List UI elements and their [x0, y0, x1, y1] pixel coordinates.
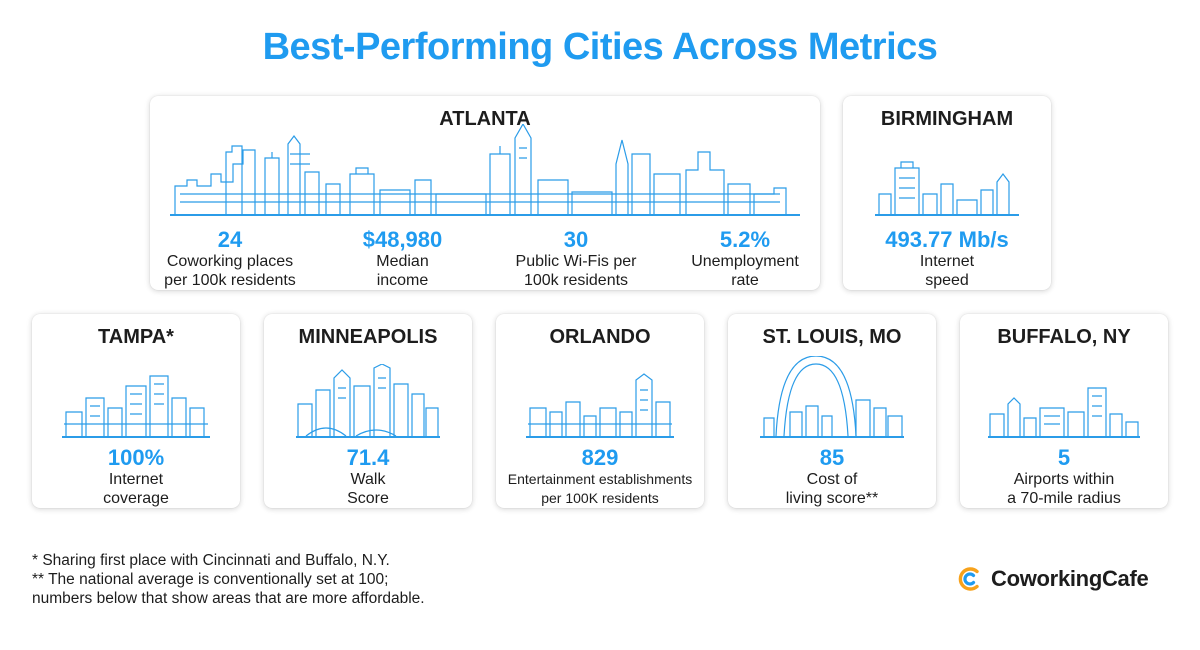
skyline-tampa-icon [62, 368, 210, 440]
metric-label-line1: Coworking places [166, 253, 294, 270]
metric-label-line2: income [376, 272, 429, 289]
metric-airports: 5 Airports within a 70-mile radius [960, 446, 1168, 508]
metric-label-line1: Internet [108, 471, 164, 488]
footnote-3: numbers below that show areas that are m… [32, 590, 425, 607]
brand-logo: CoworkingCafe [957, 566, 1149, 592]
metric-internet-speed: 493.77 Mb/s Internet speed [843, 228, 1051, 290]
city-name-birmingham: BIRMINGHAM [880, 108, 1014, 130]
skyline-st-louis-icon [760, 356, 904, 440]
skyline-buffalo-icon [988, 378, 1140, 440]
metric-unemployment-rate: 5.2% Unemployment rate [670, 228, 820, 290]
skyline-orlando-icon [526, 372, 674, 440]
card-minneapolis: MINNEAPOLIS 71.4 Walk Score [264, 314, 472, 508]
metric-label-line2: per 100K residents [541, 490, 659, 506]
skyline-birmingham-icon [875, 154, 1019, 218]
city-name-st-louis: ST. LOUIS, MO [762, 326, 902, 348]
metric-label-line2: Score [347, 490, 389, 507]
metric-label-line2: coverage [103, 490, 169, 507]
skyline-minneapolis-icon [296, 364, 440, 440]
metric-walk-score: 71.4 Walk Score [264, 446, 472, 508]
metric-label-line2: per 100k residents [164, 272, 296, 289]
metric-internet-coverage: 100% Internet coverage [32, 446, 240, 508]
city-name-buffalo: BUFFALO, NY [997, 326, 1131, 348]
card-atlanta: ATLANTA [150, 96, 820, 290]
footnote-2: ** The national average is conventionall… [32, 571, 389, 588]
metric-entertainment-establishments: 829 Entertainment establishments per 100… [496, 446, 704, 508]
brand-name: CoworkingCafe [991, 566, 1149, 591]
page-title: Best-Performing Cities Across Metrics [262, 26, 938, 68]
metric-label-line2: living score** [785, 490, 879, 507]
metric-label-line1: Entertainment establishments [507, 471, 693, 487]
city-name-tampa: TAMPA* [98, 326, 174, 348]
metric-label-line2: a 70-mile radius [1007, 490, 1121, 507]
metric-value: 829 [581, 445, 619, 470]
card-orlando: ORLANDO 829 Entertainment establishments… [496, 314, 704, 508]
coworkingcafe-logo-icon [957, 566, 983, 592]
metric-value: 100% [107, 445, 165, 470]
city-name-atlanta: ATLANTA [439, 108, 531, 130]
metric-public-wifis: 30 Public Wi-Fis per 100k residents [496, 228, 656, 290]
skyline-atlanta-icon [170, 124, 800, 218]
metric-value: 71.4 [346, 445, 390, 470]
card-birmingham: BIRMINGHAM 493.77 Mb/s Internet speed [843, 96, 1051, 290]
metric-label-line1: Public Wi-Fis per [515, 253, 637, 270]
metric-median-income: $48,980 Median income [330, 228, 475, 290]
metric-coworking-places: 24 Coworking places per 100k residents [150, 228, 310, 290]
metric-label-line1: Airports within [1013, 471, 1115, 488]
metric-label-line1: Internet [919, 253, 975, 270]
metric-label-line1: Walk [350, 471, 386, 488]
metric-value: $48,980 [362, 227, 443, 252]
metric-value: 24 [217, 227, 243, 252]
metric-label-line1: Unemployment [691, 253, 799, 270]
metric-label-line1: Median [376, 253, 429, 270]
metric-cost-of-living: 85 Cost of living score** [728, 446, 936, 508]
city-name-minneapolis: MINNEAPOLIS [298, 326, 438, 348]
footnote-1: * Sharing first place with Cincinnati an… [32, 552, 390, 569]
metric-value: 493.77 Mb/s [885, 227, 1009, 252]
city-name-orlando: ORLANDO [549, 326, 651, 348]
card-st-louis: ST. LOUIS, MO 85 Cost of living score** [728, 314, 936, 508]
card-buffalo: BUFFALO, NY 5 Airports within a 70-mile … [960, 314, 1168, 508]
metric-label-line1: Cost of [806, 471, 858, 488]
metric-value: 30 [563, 227, 589, 252]
metric-value: 5 [1057, 445, 1071, 470]
metric-label-line2: rate [731, 272, 759, 289]
metric-value: 5.2% [719, 227, 771, 252]
card-tampa: TAMPA* 100% Internet coverage [32, 314, 240, 508]
metric-value: 85 [819, 445, 845, 470]
metric-label-line2: 100k residents [523, 272, 629, 289]
metric-label-line2: speed [925, 272, 969, 289]
footnotes: * Sharing first place with Cincinnati an… [32, 551, 425, 608]
